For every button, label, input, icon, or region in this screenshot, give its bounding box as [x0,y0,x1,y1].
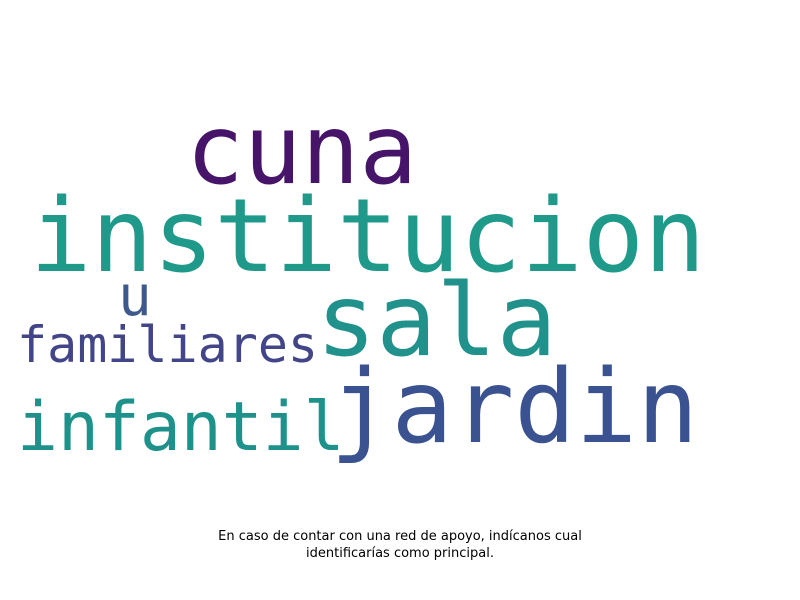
caption-line-1: En caso de contar con una red de apoyo, … [218,529,582,544]
word-jardin: jardin [330,348,698,467]
caption: En caso de contar con una red de apoyo, … [0,528,800,562]
caption-line-2: identificarías como principal. [306,546,494,561]
word-sala: sala [316,262,557,379]
word-u: u [118,264,152,329]
word-infantil: infantil [17,388,345,467]
word-familiares: familiares [17,316,318,374]
word-cuna: cuna [186,94,417,206]
word-institucion: institucion [30,177,706,296]
